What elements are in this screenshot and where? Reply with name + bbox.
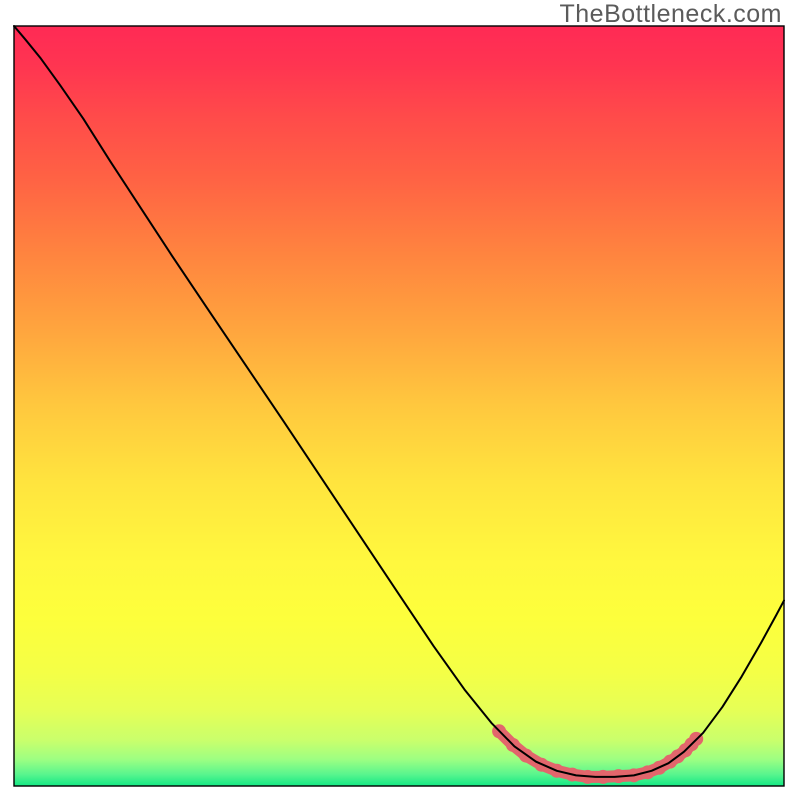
chart-svg: [0, 0, 800, 800]
watermark-text: TheBottleneck.com: [560, 0, 783, 29]
heat-background: [14, 26, 784, 786]
chart-stage: TheBottleneck.com: [0, 0, 800, 800]
